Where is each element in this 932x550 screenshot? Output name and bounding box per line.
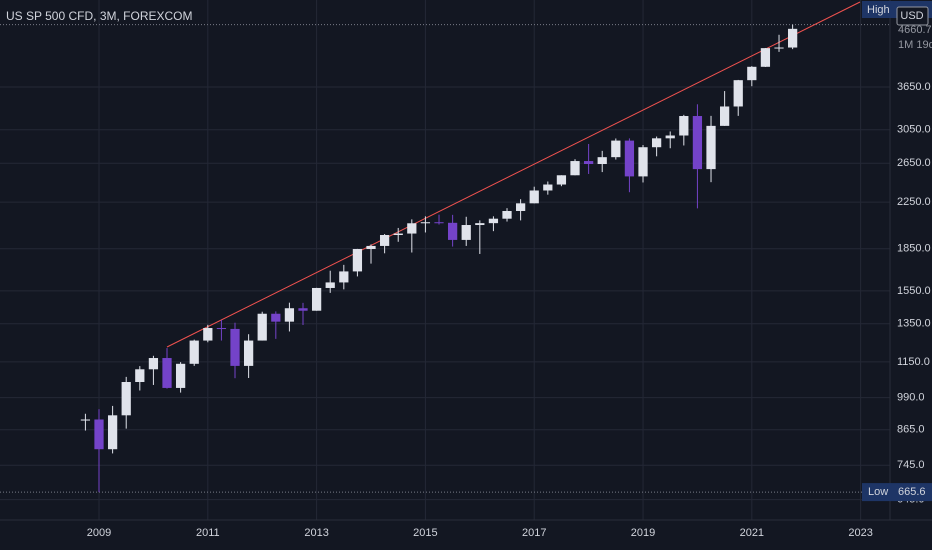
candle-body [733,80,743,107]
currency-tag [896,6,929,26]
x-tick-label: 2009 [87,527,111,539]
candle-body [611,140,621,158]
candle-body [189,340,199,364]
currency: USD [900,10,923,22]
candle-body [271,313,281,322]
y-tick-label: 3050.0 [897,124,931,136]
y-tick-label: 3650.0 [897,81,931,93]
candle-body [420,222,431,224]
candle-body [379,235,390,246]
candle-body [488,218,499,224]
axis-labels: 3650.0 3050.0 2650.0 2250.0 1850.0 1550.0 1350… [87,1,932,539]
candle-body [556,175,567,185]
candle-body [461,225,471,240]
candle-body [679,116,689,136]
y-tick-label: 745.0 [897,459,925,471]
low-tag [862,483,932,502]
x-tick-label: 2017 [522,527,546,539]
y-tick-label: 1350.0 [897,318,931,330]
y-tick-label: 2650.0 [897,157,931,169]
candle-body [284,308,295,322]
low-label: Low [868,486,888,498]
candle-body [339,271,349,283]
candle-body [203,328,213,341]
candle-body [298,308,308,311]
candle-body [475,223,485,226]
candle-body [434,222,444,224]
candle-body [543,184,553,191]
candle-body [121,382,131,416]
candle-body [570,161,580,176]
y-tick-label: 2250.0 [897,196,931,208]
chart-title: US SP 500 CFD, 3M, FOREXCOM [6,9,193,23]
candle-body [243,340,254,366]
candle-body [148,358,159,370]
candles [80,24,798,493]
candle-body [760,48,771,67]
x-tick-label: 2013 [304,527,328,539]
y-tick-label: 1150.0 [897,356,930,368]
countdown: 1M 19d [898,39,932,51]
candle-body [216,328,227,330]
candle-body [80,419,91,421]
candle-body [651,138,662,148]
candle-body [447,222,458,240]
x-tick-label: 2015 [413,527,437,539]
candle-body [665,135,675,139]
candle-body [583,161,594,165]
candle-body [94,419,104,450]
candle-body [175,363,186,388]
last-price: 4660.7 [898,24,932,36]
candle-body [597,157,607,165]
candle-body [774,47,784,49]
candle-body [638,147,648,177]
candle-body [624,140,635,177]
high-label: High [867,4,890,16]
candle-body [529,190,539,204]
candle-body [719,106,730,126]
candle-body [706,125,716,170]
candle-body [515,203,526,211]
x-tick-label: 2021 [740,527,764,539]
candle-body [352,249,363,272]
candle-body [135,369,145,383]
candle-body [366,245,376,250]
candle-body [311,287,322,311]
x-tick-label: 2019 [631,527,655,539]
candle-body [162,358,172,388]
candle-body [407,223,417,234]
y-tick-label: 990.0 [897,391,925,403]
candle-body [257,313,267,341]
candle-body [393,233,403,236]
x-tick-label: 2011 [196,527,220,539]
candle-body [107,415,118,450]
low-value: 665.6 [898,486,926,498]
candle-body [325,282,335,288]
candle-body [692,116,703,170]
candle-body [787,28,798,48]
grid [0,0,890,520]
y-tick-label: 1850.0 [897,243,931,255]
y-tick-label: 1550.0 [897,285,931,297]
x-tick-label: 2023 [848,527,872,539]
candle-body [230,328,240,366]
trendline [166,1,861,348]
candle-body [502,210,512,219]
candle-body [747,66,757,81]
y-tick-label: 865.0 [897,424,925,436]
